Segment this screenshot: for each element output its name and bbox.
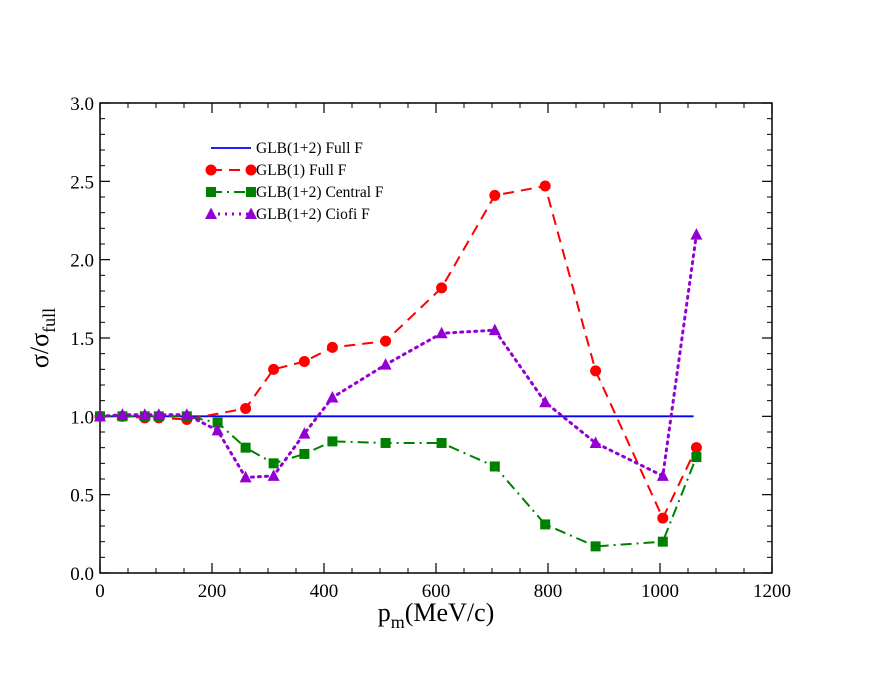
data-point <box>268 458 279 469</box>
y-tick-label: 3.0 <box>70 94 94 115</box>
data-point <box>152 408 165 420</box>
data-point <box>268 363 280 375</box>
axis-ticks <box>99 102 773 574</box>
data-point <box>116 408 129 420</box>
series-2 <box>94 180 702 524</box>
x-tick-label: 800 <box>534 581 563 602</box>
data-point <box>298 356 310 367</box>
legend-label: GLB(1+2) Full F <box>256 140 363 157</box>
x-axis-title: pm(MeV/c) <box>378 598 495 632</box>
series-line <box>98 233 698 479</box>
data-point <box>94 409 106 422</box>
data-point <box>589 436 602 448</box>
series-line <box>100 184 698 521</box>
x-tick-label: 200 <box>198 581 227 602</box>
legend-label: GLB(1+2) Ciofi F <box>256 206 370 223</box>
legend-marker <box>205 207 217 219</box>
data-point <box>488 323 501 336</box>
data-point <box>691 452 702 463</box>
y-tick-label: 0.0 <box>70 564 94 585</box>
legend-marker <box>245 207 257 219</box>
data-point <box>657 512 669 524</box>
data-point <box>436 437 447 448</box>
data-point <box>657 536 668 547</box>
series-3 <box>95 411 702 552</box>
data-point <box>436 282 448 294</box>
data-point <box>138 408 151 420</box>
y-axis-title-sub: full <box>39 308 59 333</box>
data-point <box>489 461 500 472</box>
data-point <box>656 469 669 481</box>
data-point <box>240 442 251 453</box>
y-tick-label: 1.0 <box>70 407 94 428</box>
legend-entry: GLB(1+2) Ciofi F <box>205 206 370 223</box>
x-axis-title-sub: m <box>391 612 405 632</box>
data-point <box>690 228 703 240</box>
data-point <box>326 341 338 353</box>
data-point <box>690 442 702 454</box>
legend-entry: GLB(1+2) Central F <box>206 184 384 201</box>
legend-label: GLB(1+2) Central F <box>256 184 384 201</box>
data-point <box>298 427 311 439</box>
x-tick-label: 0 <box>95 581 105 602</box>
data-point <box>212 417 223 428</box>
data-point <box>240 403 252 414</box>
y-tick-label: 2.0 <box>70 251 94 272</box>
data-point <box>326 391 339 403</box>
data-point <box>211 423 224 436</box>
legend-marker <box>206 187 216 197</box>
data-point <box>180 408 193 420</box>
data-point <box>327 436 338 447</box>
data-point <box>540 519 551 530</box>
data-point <box>380 335 392 347</box>
x-tick-label: 600 <box>422 581 451 602</box>
y-tick-label: 0.5 <box>70 486 94 507</box>
data-point <box>299 448 310 459</box>
x-axis-title-unit: (MeV/c) <box>405 598 495 627</box>
data-point <box>539 180 551 192</box>
legend-marker <box>246 187 256 197</box>
series-line <box>100 415 698 548</box>
data-point <box>435 326 448 339</box>
data-point <box>590 365 602 377</box>
x-tick-label: 400 <box>310 581 339 602</box>
series-4 <box>94 228 703 483</box>
x-tick-label: 1000 <box>641 581 679 602</box>
y-tick-label: 1.5 <box>70 329 94 350</box>
y-axis-title: σ/σfull <box>25 308 59 368</box>
legend-marker <box>245 164 257 176</box>
data-point <box>539 395 552 408</box>
x-axis-title-main: p <box>378 598 391 627</box>
y-tick-label: 2.5 <box>70 172 94 193</box>
data-point <box>239 470 252 483</box>
legend-entry: GLB(1) Full F <box>205 162 347 179</box>
legend: GLB(1+2) Full F GLB(1) Full F GLB(1+2) Cen… <box>205 140 384 223</box>
data-point <box>590 541 601 552</box>
data-point <box>379 358 392 370</box>
data-point <box>380 437 391 448</box>
x-tick-label: 1200 <box>753 581 791 602</box>
legend-label: GLB(1) Full F <box>256 162 347 179</box>
legend-entry: GLB(1+2) Full F <box>211 140 363 157</box>
data-point <box>267 469 280 481</box>
y-axis-title-main: σ/σ <box>25 333 54 368</box>
series-layer <box>94 180 703 552</box>
axis-tick-labels: 0 200 400 600 800 1000 1200 0.0 0.5 1.0 1.5 2.0 2.5 3… <box>70 94 791 602</box>
legend-marker <box>205 164 217 176</box>
data-point <box>489 189 501 201</box>
